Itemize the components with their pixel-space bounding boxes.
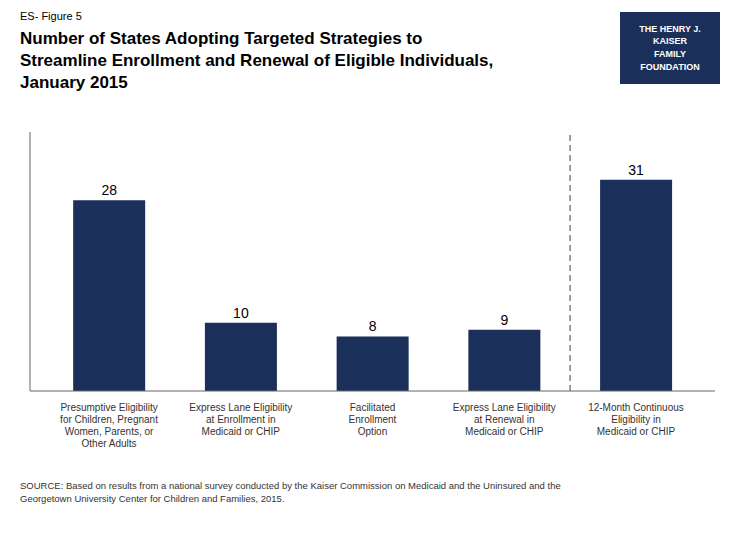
svg-text:28: 28	[101, 182, 117, 198]
svg-text:8: 8	[369, 318, 377, 334]
html-text:ES- Figure 5: ES- Figure 5	[20, 10, 82, 22]
html-text:THE HENRY J. KAISER FAMILY FOU: THE HENRY J. KAISER FAMILY FOUNDATION	[639, 23, 701, 72]
svg-text:FacilitatedEnrollmentOption: FacilitatedEnrollmentOption	[349, 402, 397, 437]
svg-text:12-Month ContinuousEligibility: 12-Month ContinuousEligibility inMedicai…	[588, 402, 684, 437]
svg-text:9: 9	[500, 312, 508, 328]
html-text:SOURCE: Based on results from: SOURCE: Based on results from a national…	[20, 480, 561, 504]
svg-text:10: 10	[233, 305, 249, 321]
html-text:Number of States Adopting Targ: Number of States Adopting Targeted Strat…	[20, 29, 494, 93]
svg-text:Express Lane Eligibilityat Ren: Express Lane Eligibilityat Renewal inMed…	[453, 402, 556, 437]
svg-text:Express Lane Eligibilityat Enr: Express Lane Eligibilityat Enrollment in…	[189, 402, 292, 437]
svg-text:31: 31	[628, 162, 644, 178]
svg-text:Presumptive Eligibilityfor Chi: Presumptive Eligibilityfor Children, Pre…	[60, 402, 158, 449]
